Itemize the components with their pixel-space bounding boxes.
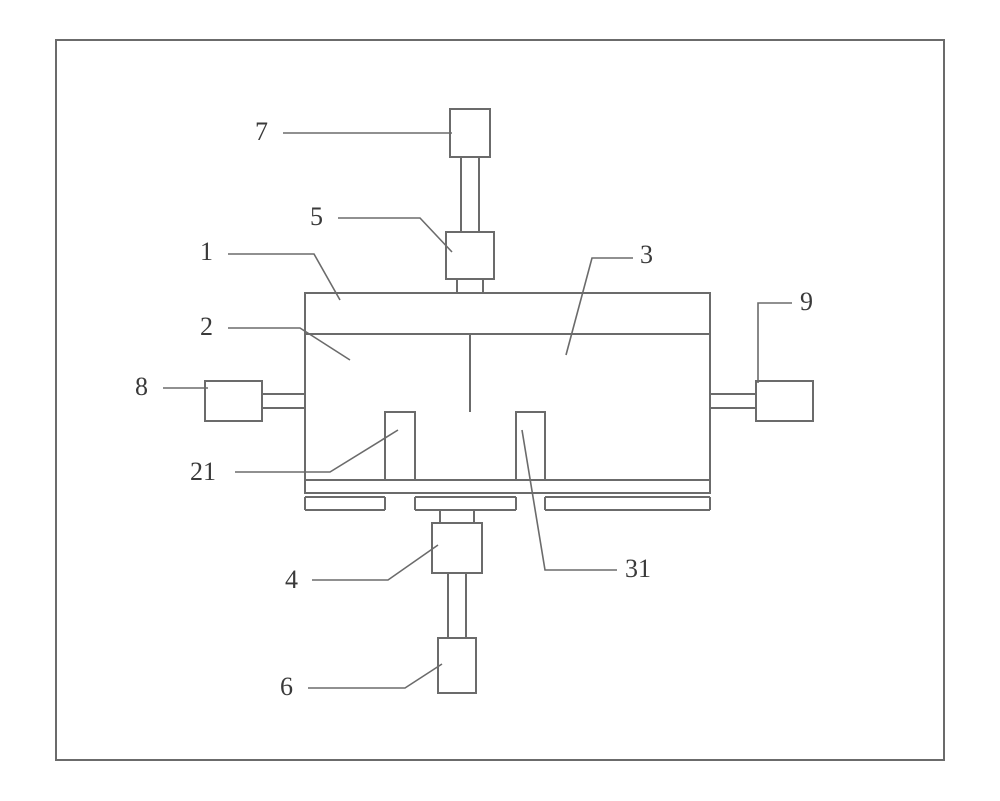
leader-2: [228, 328, 350, 360]
leader-21: [235, 430, 398, 472]
label-6: 6: [280, 672, 293, 701]
label-5: 5: [310, 202, 323, 231]
label-9: 9: [800, 287, 813, 316]
leader-6: [308, 664, 442, 688]
bottom-inlet-cap: [438, 638, 476, 693]
leader-9: [758, 303, 792, 383]
label-7: 7: [255, 117, 268, 146]
label-31: 31: [625, 554, 651, 583]
technical-diagram: 1 2 3 4 5 6 7 8 9 21 31: [0, 0, 1000, 801]
top-inlet-neck: [457, 279, 483, 293]
label-4: 4: [285, 565, 298, 594]
right-port-box: [756, 381, 813, 421]
leader-31: [522, 430, 617, 570]
label-1: 1: [200, 237, 213, 266]
bottom-inlet-box: [432, 523, 482, 573]
label-2: 2: [200, 312, 213, 341]
main-body: [305, 293, 710, 493]
tee-right-outline: [516, 412, 545, 480]
leader-3: [566, 258, 633, 355]
leader-5: [338, 218, 452, 252]
left-port-box: [205, 381, 262, 421]
top-inlet-cap: [450, 109, 490, 157]
tee-left-outline: [385, 412, 415, 480]
outer-frame: [56, 40, 944, 760]
leader-4: [312, 545, 438, 580]
label-21: 21: [190, 457, 216, 486]
label-8: 8: [135, 372, 148, 401]
label-3: 3: [640, 240, 653, 269]
top-inlet-box: [446, 232, 494, 279]
